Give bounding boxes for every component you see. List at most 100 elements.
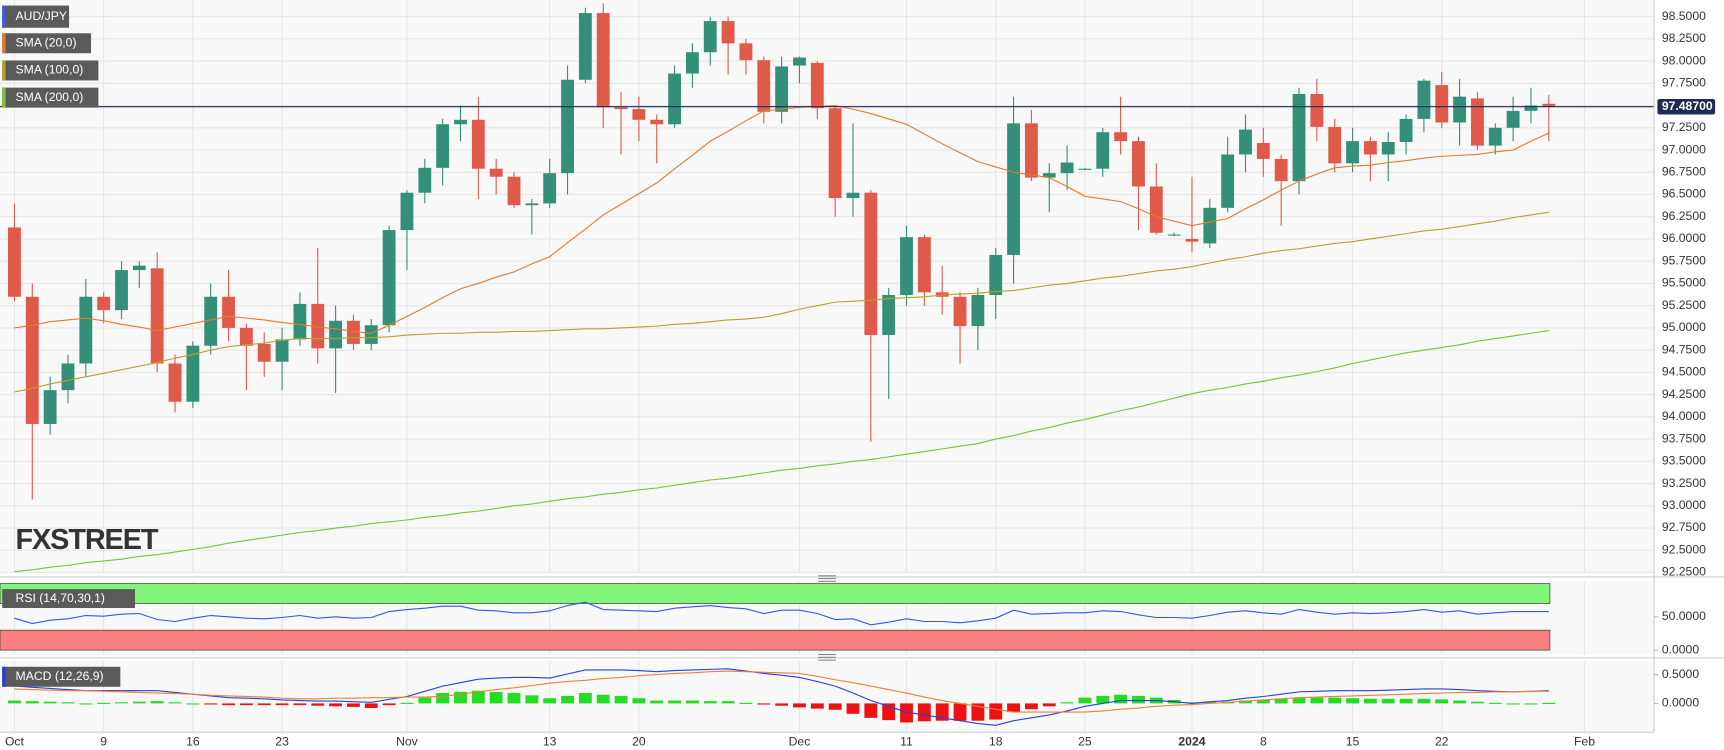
y-tick-label: 92.2500 bbox=[1662, 565, 1706, 579]
macd-histogram-bar bbox=[1399, 698, 1413, 704]
candle-body bbox=[61, 363, 75, 391]
candle-body bbox=[1328, 126, 1342, 164]
macd-histogram-bar bbox=[115, 702, 128, 704]
candle-body bbox=[1435, 85, 1449, 123]
candle-body bbox=[900, 237, 913, 296]
candle-body bbox=[186, 345, 200, 402]
macd-histogram-bar bbox=[917, 703, 931, 722]
price-panel bbox=[0, 0, 1654, 572]
y-tick-label: 96.5000 bbox=[1662, 187, 1706, 201]
sma-line bbox=[14, 105, 1550, 334]
resize-handle[interactable] bbox=[818, 575, 836, 582]
candle-body bbox=[1114, 132, 1128, 142]
macd-histogram-bar bbox=[132, 701, 146, 704]
x-tick-label: 2024 bbox=[1178, 734, 1205, 748]
macd-histogram-bar bbox=[1328, 697, 1342, 704]
candle-body bbox=[150, 268, 164, 364]
candle-body bbox=[1506, 110, 1520, 128]
candle-body bbox=[846, 192, 860, 199]
candle-body bbox=[953, 296, 967, 327]
macd-histogram-bar bbox=[971, 703, 985, 721]
macd-histogram-bar bbox=[1239, 700, 1252, 704]
candle-body bbox=[471, 119, 485, 169]
macd-histogram-bar bbox=[1471, 701, 1484, 704]
macd-histogram-bar bbox=[489, 691, 503, 704]
candle-body bbox=[543, 173, 557, 204]
macd-histogram-bar bbox=[79, 703, 93, 705]
macd-histogram-bar bbox=[989, 703, 1003, 720]
legend-box bbox=[2, 87, 99, 108]
legend-label: AUD/JPY bbox=[16, 9, 67, 23]
legend-box bbox=[2, 589, 135, 608]
candle-body bbox=[596, 13, 610, 108]
candle-body bbox=[685, 52, 699, 74]
resize-handle[interactable] bbox=[818, 654, 836, 661]
macd-histogram-bar bbox=[739, 702, 753, 704]
y-tick-label: 95.2500 bbox=[1662, 298, 1706, 312]
candle-body bbox=[1346, 141, 1359, 164]
candle-body bbox=[418, 167, 432, 193]
y-tick-label: 50.0000 bbox=[1662, 609, 1706, 623]
x-tick-label: Oct bbox=[5, 734, 25, 748]
macd-histogram-bar bbox=[1114, 694, 1128, 704]
x-tick-label: Dec bbox=[789, 734, 811, 748]
y-tick-label: 95.0000 bbox=[1662, 320, 1706, 334]
grid bbox=[0, 0, 1659, 733]
candle-body bbox=[1042, 173, 1056, 178]
candle-body bbox=[1453, 96, 1467, 123]
y-tick-label: 93.5000 bbox=[1662, 454, 1706, 468]
y-tick-label: 95.5000 bbox=[1662, 276, 1706, 290]
macd-histogram-bar bbox=[757, 703, 771, 705]
macd-histogram-bar bbox=[347, 703, 360, 707]
macd-histogram-bar bbox=[364, 703, 378, 709]
rsi-zone bbox=[0, 629, 1551, 651]
candle-body bbox=[489, 168, 503, 177]
candle-body bbox=[578, 13, 592, 80]
macd-histogram-bar bbox=[1078, 697, 1092, 704]
macd-histogram-bar bbox=[775, 703, 789, 706]
legend-box bbox=[2, 60, 99, 81]
macd-histogram-bar bbox=[436, 693, 450, 704]
candle-body bbox=[632, 109, 646, 120]
candle-body bbox=[1185, 238, 1199, 242]
y-tick-label: 93.0000 bbox=[1662, 498, 1706, 512]
rsi-zone bbox=[0, 583, 1551, 604]
macd-histogram-bar bbox=[1363, 698, 1377, 704]
candle-body bbox=[168, 363, 182, 402]
candle-body bbox=[1149, 186, 1163, 233]
macd-histogram-bar bbox=[471, 690, 485, 704]
candle-body bbox=[971, 295, 985, 327]
macd-histogram-bar bbox=[1488, 702, 1502, 704]
y-tick-label: 94.0000 bbox=[1662, 409, 1706, 423]
macd-histogram-bar bbox=[953, 703, 967, 721]
y-tick-label: 92.5000 bbox=[1662, 542, 1706, 556]
x-tick-label: 11 bbox=[900, 734, 913, 748]
macd-histogram-bar bbox=[668, 700, 682, 704]
y-tick-label: 96.2500 bbox=[1662, 209, 1706, 223]
candle-body bbox=[1024, 123, 1038, 178]
macd-histogram-bar bbox=[721, 701, 735, 704]
candle-body bbox=[132, 265, 146, 271]
candle-body bbox=[275, 339, 289, 362]
x-tick-label: 25 bbox=[1078, 734, 1092, 748]
candle-body bbox=[1096, 132, 1110, 169]
candle-body bbox=[8, 227, 21, 297]
macd-histogram-bar bbox=[1346, 698, 1359, 704]
candle-body bbox=[525, 203, 539, 206]
legend-swatch bbox=[2, 666, 6, 687]
macd-histogram-bar bbox=[1203, 701, 1217, 704]
legend-label: MACD (12,26,9) bbox=[16, 669, 104, 683]
macd-histogram-bar bbox=[543, 698, 557, 704]
macd-histogram-bar bbox=[1417, 698, 1431, 704]
candle-body bbox=[293, 303, 307, 340]
macd-histogram-bar bbox=[239, 703, 253, 706]
rsi-line bbox=[14, 601, 1549, 626]
macd-histogram-bar bbox=[43, 701, 57, 704]
candle-body bbox=[864, 192, 878, 336]
macd-histogram-bar bbox=[1542, 702, 1556, 704]
x-tick-label: 22 bbox=[1435, 734, 1449, 748]
macd-histogram-bar bbox=[418, 697, 432, 704]
y-tick-label: 97.2500 bbox=[1662, 120, 1706, 134]
macd-histogram-bar bbox=[1132, 695, 1145, 704]
